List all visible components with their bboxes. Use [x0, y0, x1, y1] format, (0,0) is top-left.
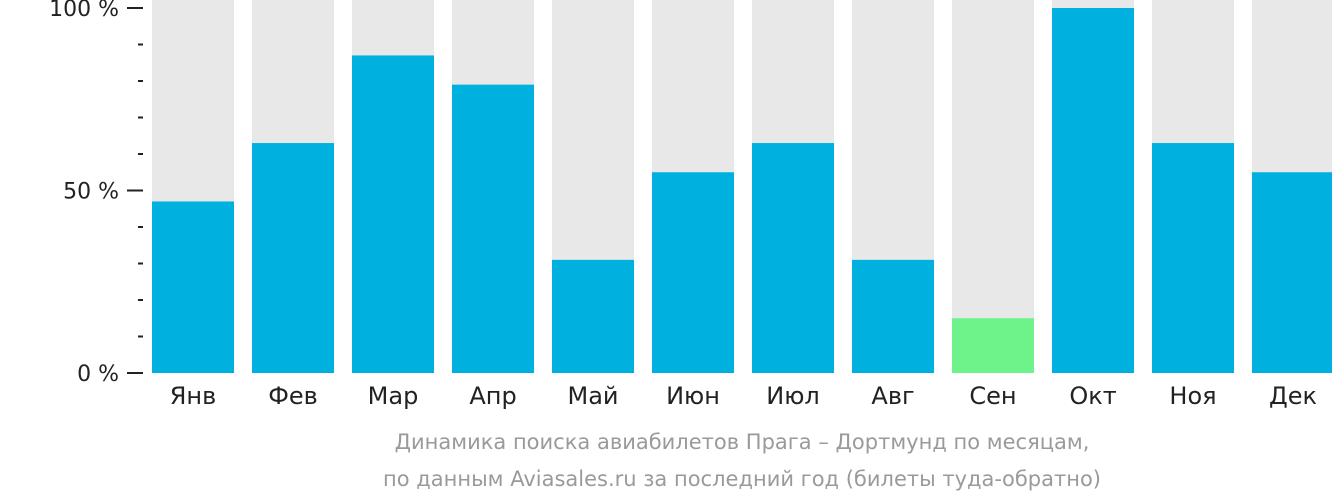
bar-2 [252, 143, 334, 373]
y-tick-label-1: 100 % [49, 0, 119, 22]
bar-7 [752, 143, 834, 373]
bar-background-9 [952, 0, 1034, 373]
bar-6 [652, 172, 734, 373]
x-tick-label-7: Июл [766, 382, 820, 410]
bar-chart: 100 % 50 % 0 % Янв Фев Мар Апр Май Июн Июл Авг Сен… [49, 0, 1332, 410]
bar-9 [952, 318, 1034, 373]
x-tick-label-1: Янв [170, 382, 217, 410]
bar-8 [852, 259, 934, 373]
x-tick-label-6: Июн [666, 382, 720, 410]
y-axis: 100 % 50 % 0 % [49, 0, 143, 387]
x-tick-label-11: Ноя [1169, 382, 1216, 410]
bar-12 [1252, 172, 1332, 373]
x-tick-label-12: Дек [1269, 382, 1317, 410]
x-tick-label-5: Май [567, 382, 618, 410]
y-tick-label-3: 0 % [77, 362, 119, 387]
bar-5 [552, 259, 634, 373]
x-tick-label-10: Окт [1069, 382, 1116, 410]
bar-11 [1152, 143, 1234, 373]
chart-caption-line-2: по данным Aviasales.ru за последний год … [383, 467, 1101, 491]
y-tick-label-2: 50 % [63, 180, 119, 205]
bar-1 [152, 201, 234, 373]
x-tick-label-9: Сен [969, 382, 1016, 410]
bar-4 [452, 84, 534, 374]
bar-10 [1052, 8, 1134, 373]
x-axis: Янв Фев Мар Апр Май Июн Июл Авг Сен Окт Ноя Дек [170, 382, 1317, 410]
chart-caption-line-1: Динамика поиска авиабилетов Прага – Дорт… [394, 430, 1090, 454]
bar-3 [352, 55, 434, 373]
x-tick-label-2: Фев [268, 382, 318, 410]
x-tick-label-4: Апр [469, 382, 516, 410]
x-tick-label-3: Мар [368, 382, 419, 410]
x-tick-label-8: Авг [871, 382, 914, 410]
value-bars [152, 8, 1332, 374]
